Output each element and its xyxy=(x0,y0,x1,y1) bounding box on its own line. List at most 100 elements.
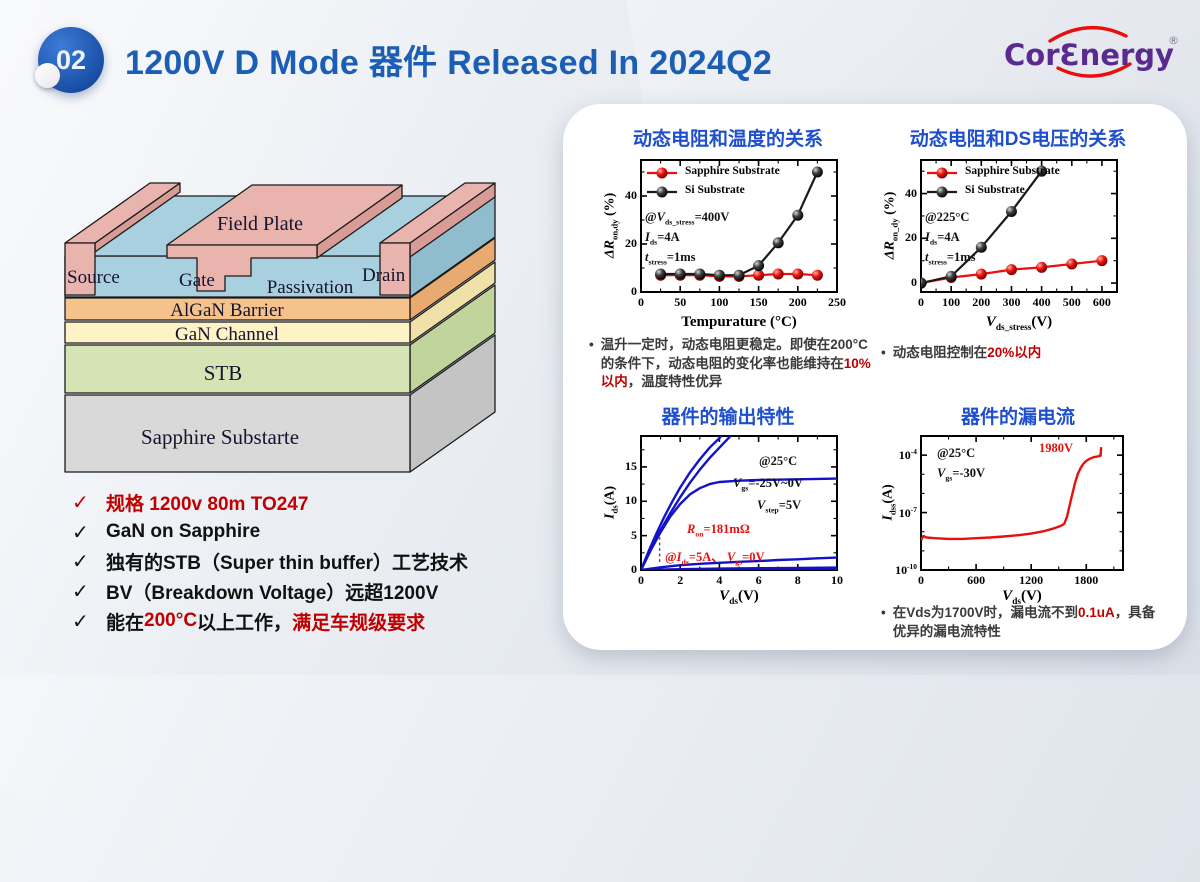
note-leakage-current: •在Vds为1700V时，漏电流不到0.1uA，具备优异的漏电流特性 xyxy=(881,604,1161,641)
y-axis-label: ΔRon,dy (%) xyxy=(603,159,620,291)
label-source: Source xyxy=(67,267,120,288)
data-point xyxy=(1006,264,1017,275)
note-text: 动态电阻控制在20%以内 xyxy=(893,344,1042,363)
slide: { "slide": { "badge": "02", "title": "12… xyxy=(0,0,1200,675)
logo-brand-text: CorƐnergy xyxy=(1004,38,1174,72)
data-point xyxy=(976,269,987,280)
data-point xyxy=(773,269,784,280)
note-temperature-stability: •温升一定时，动态电阻更稳定。即使在200°C 的条件下，动态电阻的变化率也能维… xyxy=(589,336,871,392)
note-dynamic-r-control: •动态电阻控制在20%以内 xyxy=(881,344,1156,363)
annotation: Ron=181mΩ xyxy=(687,522,750,539)
annotation: @225°C xyxy=(925,210,969,225)
x-tick-label: 10 xyxy=(817,573,857,588)
annotation: Vgs=-25V~0V xyxy=(733,476,803,493)
checklist-text: 满足车规级要求 xyxy=(292,608,425,635)
device-structure-diagram: Field Plate Source Gate Drain Passivatio… xyxy=(55,150,535,490)
label-passivation: Passivation xyxy=(267,277,354,298)
chart-title-leakage-current: 器件的漏电流 xyxy=(883,402,1153,429)
data-point xyxy=(1036,262,1047,273)
x-tick-label: 100 xyxy=(699,295,739,310)
data-point xyxy=(773,237,784,248)
x-tick-label: 250 xyxy=(817,295,857,310)
checklist-text: 以上工作， xyxy=(197,608,292,635)
annotation: @25°C xyxy=(937,446,975,461)
annotation: Vgs=-30V xyxy=(937,466,985,483)
check-icon: ✓ xyxy=(72,579,106,604)
x-tick-label: 2 xyxy=(660,573,700,588)
data-point xyxy=(812,167,823,178)
data-point xyxy=(1066,259,1077,270)
check-icon: ✓ xyxy=(72,609,106,634)
x-tick-label: 50 xyxy=(660,295,700,310)
checklist-item: ✓BV（Breakdown Voltage）远超1200V xyxy=(72,577,468,607)
data-point xyxy=(916,278,927,289)
checklist-text: BV（Breakdown Voltage）远超1200V xyxy=(106,578,438,605)
chart-title-dynamic-r-vs-temperature: 动态电阻和温度的关系 xyxy=(593,124,863,151)
chart-title-output-characteristics: 器件的输出特性 xyxy=(593,402,863,429)
x-tick-label: 1200 xyxy=(1011,573,1051,588)
data-point xyxy=(792,210,803,221)
y-axis-label: Idss(A) xyxy=(881,435,898,569)
bullet-icon: • xyxy=(589,336,594,392)
checklist-text: 独有的STB（Super thin buffer）工艺技术 xyxy=(106,548,468,575)
checklist-text: 能在 xyxy=(106,608,144,635)
legend-label: Sapphire Substrate xyxy=(685,165,780,177)
data-point xyxy=(976,242,987,253)
label-gate: Gate xyxy=(179,270,215,291)
x-tick-label: 8 xyxy=(778,573,818,588)
note-text: 在Vds为1700V时，漏电流不到0.1uA，具备优异的漏电流特性 xyxy=(893,604,1161,641)
data-point xyxy=(812,270,823,281)
y-axis-label: ΔRon_dy (%) xyxy=(883,159,900,291)
label-drain: Drain xyxy=(362,265,406,286)
data-point xyxy=(753,260,764,271)
x-tick-label: 600 xyxy=(1082,295,1122,310)
data-point xyxy=(714,270,725,281)
label-field-plate: Field Plate xyxy=(217,213,303,235)
data-point xyxy=(734,270,745,281)
label-substrate: Sapphire Substarte xyxy=(141,425,299,449)
annotation: tstress=1ms xyxy=(925,250,976,267)
chart-title-dynamic-r-vs-ds-voltage: 动态电阻和DS电压的关系 xyxy=(883,124,1153,151)
data-point xyxy=(1096,255,1107,266)
page-title: 1200V D Mode 器件 Released In 2024Q2 xyxy=(125,35,772,84)
check-icon: ✓ xyxy=(72,549,106,574)
logo-registered-mark: ® xyxy=(1168,34,1179,47)
check-icon: ✓ xyxy=(72,520,106,545)
checklist-text: 规格 1200v 80m TO247 xyxy=(106,489,308,516)
annotation: 1980V xyxy=(1039,441,1073,456)
check-icon: ✓ xyxy=(72,490,106,515)
slide-number: 02 xyxy=(56,45,86,76)
x-tick-label: 6 xyxy=(739,573,779,588)
checklist-text: 200°C xyxy=(144,610,197,632)
x-axis-label: Vds(V) xyxy=(641,588,837,607)
label-gan-channel: GaN Channel xyxy=(175,324,279,345)
label-algan-barrier: AlGaN Barrier xyxy=(170,300,284,321)
data-point xyxy=(655,269,666,280)
data-point xyxy=(694,269,705,280)
x-tick-label: 200 xyxy=(778,295,818,310)
data-point xyxy=(792,269,803,280)
annotation: @Vds_stress=400V xyxy=(645,210,729,227)
x-tick-label: 4 xyxy=(699,573,739,588)
data-point xyxy=(675,269,686,280)
data-point xyxy=(946,271,957,282)
label-stb: STB xyxy=(204,361,243,385)
annotation: @25°C xyxy=(759,454,797,469)
note-text: 温升一定时，动态电阻更稳定。即使在200°C 的条件下，动态电阻的变化率也能维持… xyxy=(601,336,871,392)
x-axis-label: Tempurature (°C) xyxy=(641,314,837,331)
annotation: tstress=1ms xyxy=(645,250,696,267)
bullet-icon: • xyxy=(881,604,886,641)
corenergy-logo: CorƐnergy ® xyxy=(1000,24,1185,85)
legend-label: Si Substrate xyxy=(685,184,745,196)
corenergy-logo-graphic: CorƐnergy ® xyxy=(1000,24,1185,80)
x-axis-label: Vds_stress(V) xyxy=(921,314,1117,333)
annotation: @Ids=5A、 Vgs=0V xyxy=(665,546,765,567)
annotation: Ids=4A xyxy=(925,230,960,247)
annotation: Ids=4A xyxy=(645,230,680,247)
badge-decorative-dot xyxy=(35,63,60,88)
checklist-item: ✓能在 200°C 以上工作，满足车规级要求 xyxy=(72,606,468,636)
x-tick-label: 150 xyxy=(739,295,779,310)
